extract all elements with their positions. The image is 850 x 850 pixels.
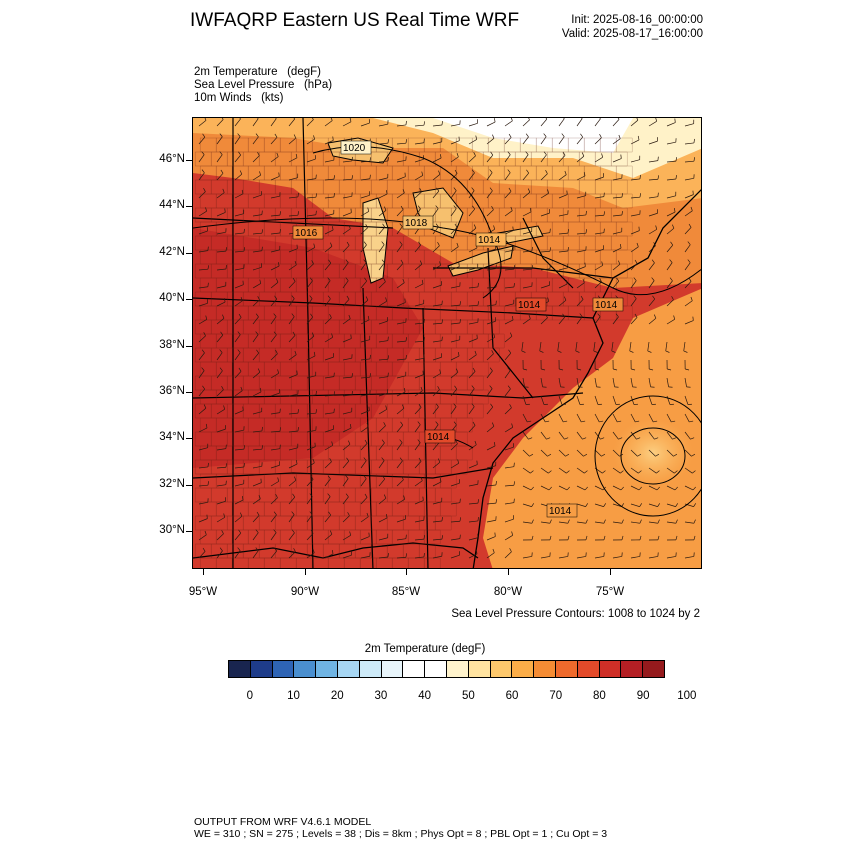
valid-time: Valid: 2025-08-17_16:00:00 <box>561 28 703 40</box>
field-winds-label: 10m Winds (kts) <box>194 92 284 104</box>
lake-huron <box>412 187 464 239</box>
colorbar-swatch <box>534 661 556 677</box>
longitude-tick <box>508 569 509 575</box>
colorbar-swatch <box>425 661 447 677</box>
colorbar-label: 20 <box>330 690 344 702</box>
longitude-tick <box>203 569 204 575</box>
longitude-label: 80°W <box>493 586 523 598</box>
latitude-label: 38°N <box>159 339 185 351</box>
colorbar-swatch <box>555 661 578 677</box>
colorbar-label: 30 <box>374 690 388 702</box>
latitude-tick <box>186 531 192 532</box>
colorbar-label: 60 <box>505 690 519 702</box>
colorbar-label: 40 <box>418 690 432 702</box>
colorbar-label: 80 <box>593 690 606 702</box>
longitude-tick <box>406 569 407 575</box>
temperature-fill-coolest <box>433 118 633 153</box>
chart-title: IWFAQRP Eastern US Real Time WRF <box>190 10 520 31</box>
isobar-label-1014-sc: 1014 <box>427 432 450 443</box>
latitude-label: 32°N <box>159 478 185 490</box>
latitude-label: 42°N <box>159 246 185 258</box>
colorbar-label: 100 <box>677 690 697 702</box>
longitude-label: 95°W <box>188 586 218 598</box>
isobar-label-1020: 1020 <box>343 143 366 154</box>
weather-map: 1020 1018 1016 1014 1014 1014 1014 1014 <box>193 118 701 568</box>
county-boundaries <box>194 137 633 568</box>
isobar-label-1016: 1016 <box>295 228 318 239</box>
map-panel: 1020 1018 1016 1014 1014 1014 1014 1014 <box>192 117 702 569</box>
colorbar-swatch <box>512 661 535 677</box>
longitude-label: 90°W <box>290 586 320 598</box>
colorbar-swatch <box>229 661 251 677</box>
colorbar-swatch <box>599 661 622 677</box>
latitude-tick <box>186 253 192 254</box>
latitude-label: 40°N <box>159 292 185 304</box>
latitude-label: 34°N <box>159 431 185 443</box>
isobar-label-1014-nj: 1014 <box>595 300 618 311</box>
longitude-tick <box>305 569 306 575</box>
isobar-high-ring <box>594 395 701 517</box>
ocean-fill <box>483 288 701 568</box>
colorbar-label: 90 <box>636 690 650 702</box>
latitude-label: 30°N <box>159 524 185 536</box>
contour-note: Sea Level Pressure Contours: 1008 to 102… <box>451 608 700 620</box>
longitude-tick <box>610 569 611 575</box>
gulf-coastline <box>193 542 479 559</box>
colorbar-title: 2m Temperature (degF) <box>364 643 486 655</box>
isobar-high-center <box>620 427 686 485</box>
latitude-label: 36°N <box>159 385 185 397</box>
colorbar-swatch <box>337 661 360 677</box>
longitude-label: 75°W <box>595 586 625 598</box>
isobar-label-1014-pa: 1014 <box>518 300 541 311</box>
footer-config: WE = 310 ; SN = 275 ; Levels = 38 ; Dis … <box>194 828 608 840</box>
latitude-label: 44°N <box>159 199 185 211</box>
colorbar-label: 50 <box>461 690 475 702</box>
colorbar-swatch <box>577 661 600 677</box>
colorbar-swatch <box>621 661 644 677</box>
colorbar-swatch <box>272 661 295 677</box>
longitude-label: 85°W <box>391 586 421 598</box>
colorbar-swatch <box>250 661 273 677</box>
footer-model: OUTPUT FROM WRF V4.6.1 MODEL <box>194 816 372 828</box>
latitude-tick <box>186 392 192 393</box>
latitude-tick <box>186 299 192 300</box>
colorbar-swatch <box>468 661 491 677</box>
colorbar-label: 0 <box>246 690 254 702</box>
colorbar-swatch <box>294 661 317 677</box>
ocean-cool-eddy <box>613 419 693 487</box>
isobar-label-1018: 1018 <box>405 218 428 229</box>
isobar-label-1014-ocean: 1014 <box>549 506 572 517</box>
colorbar-swatch <box>490 661 513 677</box>
latitude-tick <box>186 346 192 347</box>
latitude-label: 46°N <box>159 153 185 165</box>
colorbar-swatch <box>359 661 382 677</box>
colorbar-label: 10 <box>287 690 300 702</box>
latitude-tick <box>186 485 192 486</box>
wind-barbs <box>198 118 697 559</box>
latitude-tick <box>186 206 192 207</box>
colorbar-swatch <box>643 661 664 677</box>
latitude-tick <box>186 438 192 439</box>
colorbar-label: 70 <box>549 690 563 702</box>
colorbar-swatch <box>403 661 426 677</box>
colorbar <box>228 660 665 678</box>
isobar-label-1014-ne: 1014 <box>478 235 501 246</box>
colorbar-swatch <box>446 661 469 677</box>
isobar-labels: 1020 1018 1016 1014 1014 1014 1014 1014 <box>292 140 624 518</box>
colorbar-swatch <box>316 661 338 677</box>
latitude-tick <box>186 160 192 161</box>
field-pressure-label: Sea Level Pressure (hPa) <box>194 79 333 91</box>
colorbar-swatch <box>381 661 404 677</box>
field-temperature-label: 2m Temperature (degF) <box>194 66 321 78</box>
init-time: Init: 2025-08-16_00:00:00 <box>571 14 703 26</box>
